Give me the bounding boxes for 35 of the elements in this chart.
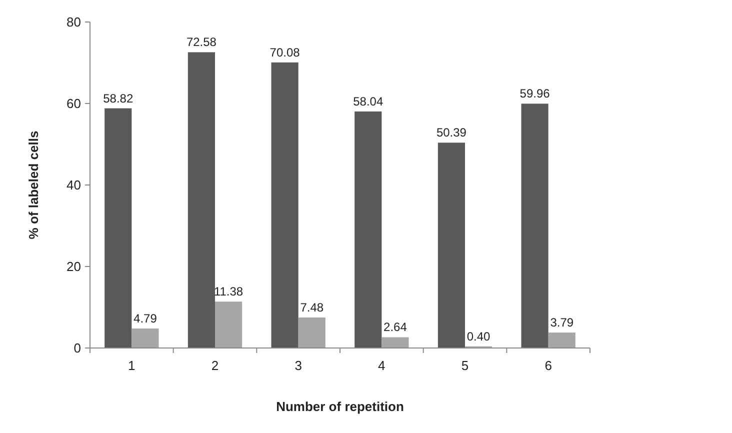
data-label: 72.58: [186, 35, 217, 50]
data-label: 4.79: [134, 311, 158, 326]
y-tick-label: 60: [66, 96, 81, 112]
x-axis-title: Number of repetition: [276, 399, 404, 414]
data-label: 50.39: [436, 126, 467, 140]
x-tick-label: 6: [544, 358, 552, 373]
data-label: 58.04: [353, 94, 384, 108]
bar: [132, 328, 159, 348]
y-tick-label: 40: [66, 178, 81, 193]
data-label: 7.48: [300, 300, 324, 315]
bar: [354, 111, 382, 348]
data-label: 0.40: [466, 329, 491, 344]
bar: [215, 302, 242, 348]
data-label: 58.82: [103, 91, 134, 106]
bar: [104, 108, 132, 348]
data-label: 70.08: [270, 45, 300, 60]
data-label: 59.96: [520, 86, 550, 101]
x-tick-label: 5: [461, 358, 469, 373]
x-tick-label: 1: [128, 358, 136, 373]
bar: [271, 62, 298, 348]
bar: [438, 142, 465, 348]
x-tick-label: 4: [378, 358, 386, 373]
bar: [298, 318, 326, 348]
y-tick-label: 0: [74, 340, 81, 356]
bar: [521, 104, 548, 348]
data-label: 2.64: [384, 320, 408, 334]
y-tick-label: 20: [66, 259, 81, 274]
y-tick-label: 80: [66, 14, 81, 30]
data-label: 3.79: [550, 316, 574, 330]
x-tick-label: 3: [294, 358, 302, 373]
y-axis-title: % of labeled cells: [26, 130, 41, 240]
bar: [548, 332, 576, 348]
bar: [188, 52, 215, 348]
x-tick-label: 2: [211, 358, 219, 373]
bar: [382, 337, 409, 348]
